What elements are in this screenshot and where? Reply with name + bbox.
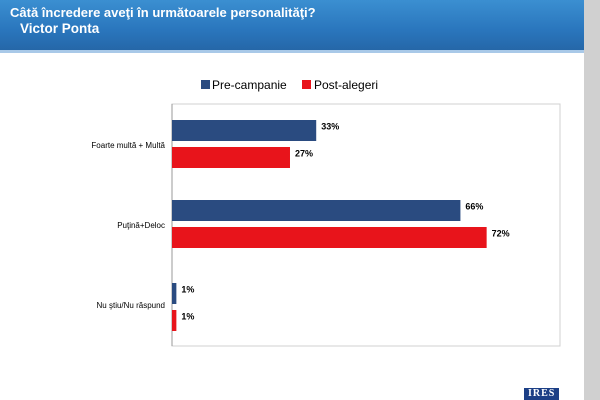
ires-logo: IRES (524, 388, 560, 400)
bar-post-0 (172, 147, 290, 168)
slide: Câtă încredere aveţi în următoarele pers… (0, 0, 584, 400)
bar-pre-1 (172, 200, 461, 221)
chart-title: Câtă încredere aveţi în următoarele pers… (10, 5, 316, 20)
category-label-2: Nu ştiu/Nu răspund (97, 301, 165, 310)
bar-pre-0 (172, 120, 317, 141)
data-label-post-2: 1% (181, 312, 194, 322)
data-label-pre-1: 66% (465, 202, 483, 212)
legend-swatch-pre (201, 80, 210, 89)
bar-chart: Pre-campanie Post-alegeri Foarte multă +… (91, 78, 561, 347)
legend-swatch-post (302, 80, 311, 89)
header-divider (0, 50, 584, 53)
category-label-1: Puţină+Deloc (117, 221, 165, 230)
category-label-0: Foarte multă + Multă (91, 141, 165, 150)
header-bar: Câtă încredere aveţi în următoarele pers… (0, 0, 584, 50)
data-label-post-1: 72% (492, 229, 510, 239)
chart-subtitle: Victor Ponta (20, 21, 100, 36)
chart-legend: Pre-campanie Post-alegeri (201, 78, 378, 92)
bar-post-2 (172, 310, 177, 331)
legend-label-post: Post-alegeri (314, 78, 378, 92)
bar-post-1 (172, 227, 487, 248)
bar-pre-2 (172, 283, 177, 304)
bars: 33% 27% 66% 72% 1% 1% (172, 120, 510, 331)
window-edge (584, 0, 600, 400)
data-label-pre-0: 33% (321, 122, 339, 132)
data-label-pre-2: 1% (181, 285, 194, 295)
data-label-post-0: 27% (295, 149, 313, 159)
category-labels: Foarte multă + Multă Puţină+Deloc Nu şti… (91, 141, 165, 310)
legend-label-pre: Pre-campanie (212, 78, 287, 92)
